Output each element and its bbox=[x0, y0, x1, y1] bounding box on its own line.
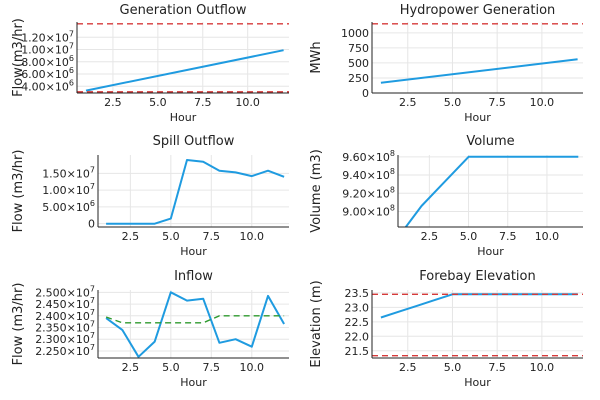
y-tick-label: 9.60×108 bbox=[342, 149, 395, 164]
y-tick-label: 250 bbox=[348, 72, 369, 85]
y-tick-label: 5.00×106 bbox=[42, 199, 95, 214]
x-tick-label: 10.0 bbox=[530, 361, 555, 374]
x-tick-label: 7.5 bbox=[194, 96, 212, 109]
series-line-1 bbox=[380, 293, 578, 319]
chart-title: Forebay Elevation bbox=[419, 269, 535, 284]
x-tick-label: 2.5 bbox=[104, 96, 122, 109]
y-tick-label: 2.350×107 bbox=[35, 320, 95, 335]
y-tick-label: 22.5 bbox=[345, 316, 370, 329]
y-axis-label: Flow (m3/hr) bbox=[11, 283, 26, 366]
y-tick-label: 1.50×107 bbox=[42, 165, 95, 180]
x-tick-label: 5.0 bbox=[460, 230, 478, 243]
series-line-1 bbox=[85, 49, 284, 92]
x-tick-label: 10.0 bbox=[240, 361, 265, 374]
chart-panel-5: 2.5 5.0 7.5 10.0 2.250×1072.300×1072.350×107… bbox=[11, 269, 289, 389]
x-tick-label: 7.5 bbox=[499, 230, 517, 243]
x-tick-label: 2.5 bbox=[421, 230, 439, 243]
x-tick-label: 2.5 bbox=[122, 361, 140, 374]
series-line-1 bbox=[380, 58, 578, 84]
x-tick-label: 2.5 bbox=[399, 96, 417, 109]
y-tick-label: 500 bbox=[348, 57, 369, 70]
x-tick-label: 10.0 bbox=[235, 96, 260, 109]
x-axis-label: Hour bbox=[464, 111, 491, 124]
x-tick-label: 5.0 bbox=[444, 361, 462, 374]
x-tick-label: 10.0 bbox=[240, 230, 265, 243]
y-axis-label: Flow(m3/hr) bbox=[11, 18, 26, 97]
y-tick-label: 1000 bbox=[341, 27, 369, 40]
y-tick-label: 21.5 bbox=[345, 345, 370, 358]
x-tick-label: 5.0 bbox=[162, 230, 180, 243]
y-tick-label: 9.40×108 bbox=[342, 167, 395, 182]
y-tick-label: 1.00×107 bbox=[21, 42, 74, 57]
x-axis-label: Hour bbox=[477, 245, 504, 258]
chart-panel-6: 2.5 5.0 7.5 10.0 21.5 22.022.5 23.023.5 Forebay… bbox=[309, 269, 583, 389]
x-tick-label: 7.5 bbox=[203, 361, 221, 374]
y-tick-label: 2.400×107 bbox=[35, 308, 95, 323]
chart-title: Spill Outflow bbox=[153, 134, 235, 149]
x-tick-label: 10.0 bbox=[535, 230, 560, 243]
y-tick-label: 9.00×108 bbox=[342, 204, 395, 219]
x-tick-label: 5.0 bbox=[162, 361, 180, 374]
chart-title: Inflow bbox=[174, 269, 213, 284]
chart-panel-1: 2.5 5.0 7.5 10.0 4.00×1066.00×1068.00×1061.0… bbox=[11, 3, 289, 124]
x-tick-label: 5.0 bbox=[149, 96, 167, 109]
x-tick-label: 10.0 bbox=[530, 96, 555, 109]
series-line-1 bbox=[106, 159, 285, 225]
series-line-2 bbox=[105, 315, 285, 324]
x-tick-label: 7.5 bbox=[488, 361, 506, 374]
y-tick-label: 2.300×107 bbox=[35, 331, 95, 346]
y-tick-label: 2.450×107 bbox=[35, 296, 95, 311]
x-tick-label: 7.5 bbox=[203, 230, 221, 243]
y-axis-label: Elevation (m) bbox=[309, 280, 324, 367]
x-axis-label: Hour bbox=[464, 376, 491, 389]
chart-title: Hydropower Generation bbox=[400, 3, 556, 18]
y-tick-label: 750 bbox=[348, 42, 369, 55]
y-tick-label: 1.00×107 bbox=[42, 182, 95, 197]
y-tick-label: 23.5 bbox=[345, 287, 370, 300]
x-axis-label: Hour bbox=[170, 111, 197, 124]
y-tick-label: 6.00×106 bbox=[21, 66, 74, 81]
y-tick-label: 0 bbox=[88, 218, 95, 231]
y-tick-label: 22.0 bbox=[345, 330, 370, 343]
x-tick-label: 7.5 bbox=[488, 96, 506, 109]
y-tick-label: 4.00×106 bbox=[21, 78, 74, 93]
y-tick-label: 2.250×107 bbox=[35, 343, 95, 358]
y-tick-label: 0 bbox=[362, 87, 369, 100]
y-tick-label: 8.00×106 bbox=[21, 54, 74, 69]
x-axis-label: Hour bbox=[180, 245, 207, 258]
x-axis-label: Hour bbox=[180, 376, 207, 389]
series-line-1 bbox=[404, 155, 579, 228]
y-tick-label: 9.20×108 bbox=[342, 185, 395, 200]
chart-panel-3: 2.5 5.0 7.5 10.0 0 5.00×106 1.00×107 1.50×107 Sp… bbox=[11, 134, 289, 258]
x-tick-label: 2.5 bbox=[399, 361, 417, 374]
chart-title: Volume bbox=[466, 134, 514, 149]
y-axis-label: Volume (m3) bbox=[309, 149, 324, 233]
series-line-1 bbox=[105, 291, 285, 358]
y-tick-label: 1.20×107 bbox=[21, 29, 74, 44]
chart-panel-2: 2.5 5.0 7.5 10.0 0 250 500 750 1000 Hydropower Ge… bbox=[309, 3, 583, 124]
y-tick-label: 23.0 bbox=[345, 301, 370, 314]
chart-title: Generation Outflow bbox=[120, 3, 247, 18]
y-axis-label: MWh bbox=[309, 41, 324, 73]
chart-panel-4: 2.5 5.0 7.5 10.0 9.00×108 9.20×108 9.40×108 9.6… bbox=[309, 134, 583, 258]
y-axis-label: Flow (m3/hr) bbox=[11, 150, 26, 233]
x-tick-label: 5.0 bbox=[444, 96, 462, 109]
y-tick-label: 2.500×107 bbox=[35, 284, 95, 299]
x-tick-label: 2.5 bbox=[122, 230, 140, 243]
